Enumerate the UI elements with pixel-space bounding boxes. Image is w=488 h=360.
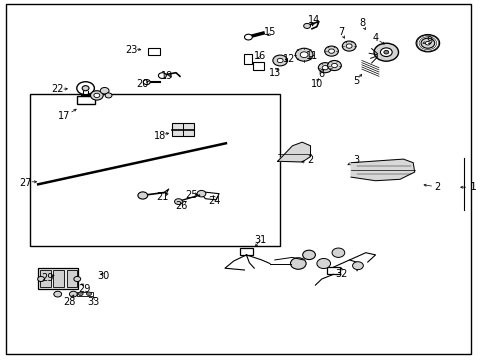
Circle shape (143, 80, 150, 85)
Bar (239, 248, 253, 255)
Circle shape (174, 199, 182, 204)
Circle shape (77, 82, 94, 95)
Circle shape (94, 93, 100, 98)
Circle shape (373, 43, 398, 61)
Text: 21: 21 (156, 192, 168, 202)
Text: 13: 13 (268, 68, 281, 78)
Circle shape (328, 49, 334, 53)
Text: 32: 32 (334, 269, 347, 279)
Circle shape (322, 66, 327, 70)
Circle shape (327, 60, 341, 71)
Bar (172, 123, 194, 136)
Bar (244, 54, 252, 64)
Text: 22: 22 (51, 84, 64, 94)
Bar (66, 270, 77, 287)
Circle shape (197, 190, 205, 197)
Circle shape (324, 46, 338, 56)
Text: 29: 29 (41, 273, 54, 283)
Circle shape (352, 262, 363, 270)
Bar (40, 270, 51, 287)
Text: 2: 2 (434, 182, 440, 192)
Circle shape (318, 63, 331, 73)
Text: 26: 26 (175, 201, 188, 211)
Text: 9: 9 (426, 36, 431, 46)
Circle shape (425, 41, 429, 45)
Circle shape (69, 291, 77, 297)
Circle shape (74, 276, 81, 282)
Text: 33: 33 (87, 297, 100, 307)
Circle shape (331, 248, 344, 257)
Text: 31: 31 (253, 235, 266, 246)
Circle shape (105, 93, 112, 98)
Text: 12: 12 (283, 54, 295, 64)
Circle shape (54, 291, 61, 297)
Bar (326, 267, 340, 274)
Polygon shape (277, 142, 310, 162)
Circle shape (290, 258, 305, 269)
Text: 10: 10 (310, 78, 323, 89)
Circle shape (383, 50, 388, 54)
Bar (147, 48, 160, 55)
Text: 30: 30 (97, 271, 110, 282)
Circle shape (82, 86, 89, 91)
Circle shape (342, 41, 355, 51)
Text: 24: 24 (207, 196, 220, 206)
Circle shape (331, 63, 337, 68)
Bar (77, 292, 93, 296)
Circle shape (138, 192, 147, 199)
Text: 18: 18 (154, 131, 166, 141)
Bar (53, 270, 64, 287)
Circle shape (303, 23, 310, 28)
Text: 5: 5 (352, 76, 358, 86)
Text: 16: 16 (253, 51, 266, 61)
Circle shape (244, 34, 252, 40)
Circle shape (38, 276, 44, 282)
Circle shape (90, 91, 103, 100)
Text: 6: 6 (318, 69, 324, 79)
Circle shape (78, 292, 83, 296)
Bar (30, 94, 279, 246)
Text: 28: 28 (63, 297, 76, 307)
Bar (253, 62, 264, 70)
Text: 27: 27 (19, 178, 32, 188)
Circle shape (277, 58, 283, 63)
Circle shape (158, 73, 166, 78)
Text: 1: 1 (469, 182, 476, 192)
Circle shape (316, 258, 330, 269)
Circle shape (300, 52, 307, 58)
Circle shape (415, 35, 439, 52)
Text: 15: 15 (263, 27, 276, 37)
Text: 14: 14 (307, 15, 320, 25)
Polygon shape (350, 159, 414, 181)
Text: 25: 25 (185, 190, 198, 200)
Text: 29: 29 (78, 284, 90, 294)
Text: 7: 7 (338, 27, 344, 37)
Circle shape (295, 48, 312, 61)
Text: 17: 17 (58, 111, 71, 121)
Text: 4: 4 (372, 33, 378, 43)
Text: 3: 3 (352, 155, 358, 165)
Text: 8: 8 (359, 18, 365, 28)
Circle shape (100, 87, 109, 94)
Circle shape (380, 48, 391, 57)
Circle shape (346, 44, 351, 48)
Circle shape (420, 38, 434, 48)
Text: 23: 23 (124, 45, 137, 55)
Bar (77, 96, 95, 104)
Circle shape (86, 292, 91, 296)
Text: 20: 20 (136, 78, 149, 89)
Text: 2: 2 (307, 155, 313, 165)
Circle shape (302, 250, 315, 260)
Circle shape (272, 55, 287, 66)
Text: 11: 11 (305, 51, 318, 61)
Text: 19: 19 (161, 71, 173, 81)
Bar (38, 268, 78, 289)
